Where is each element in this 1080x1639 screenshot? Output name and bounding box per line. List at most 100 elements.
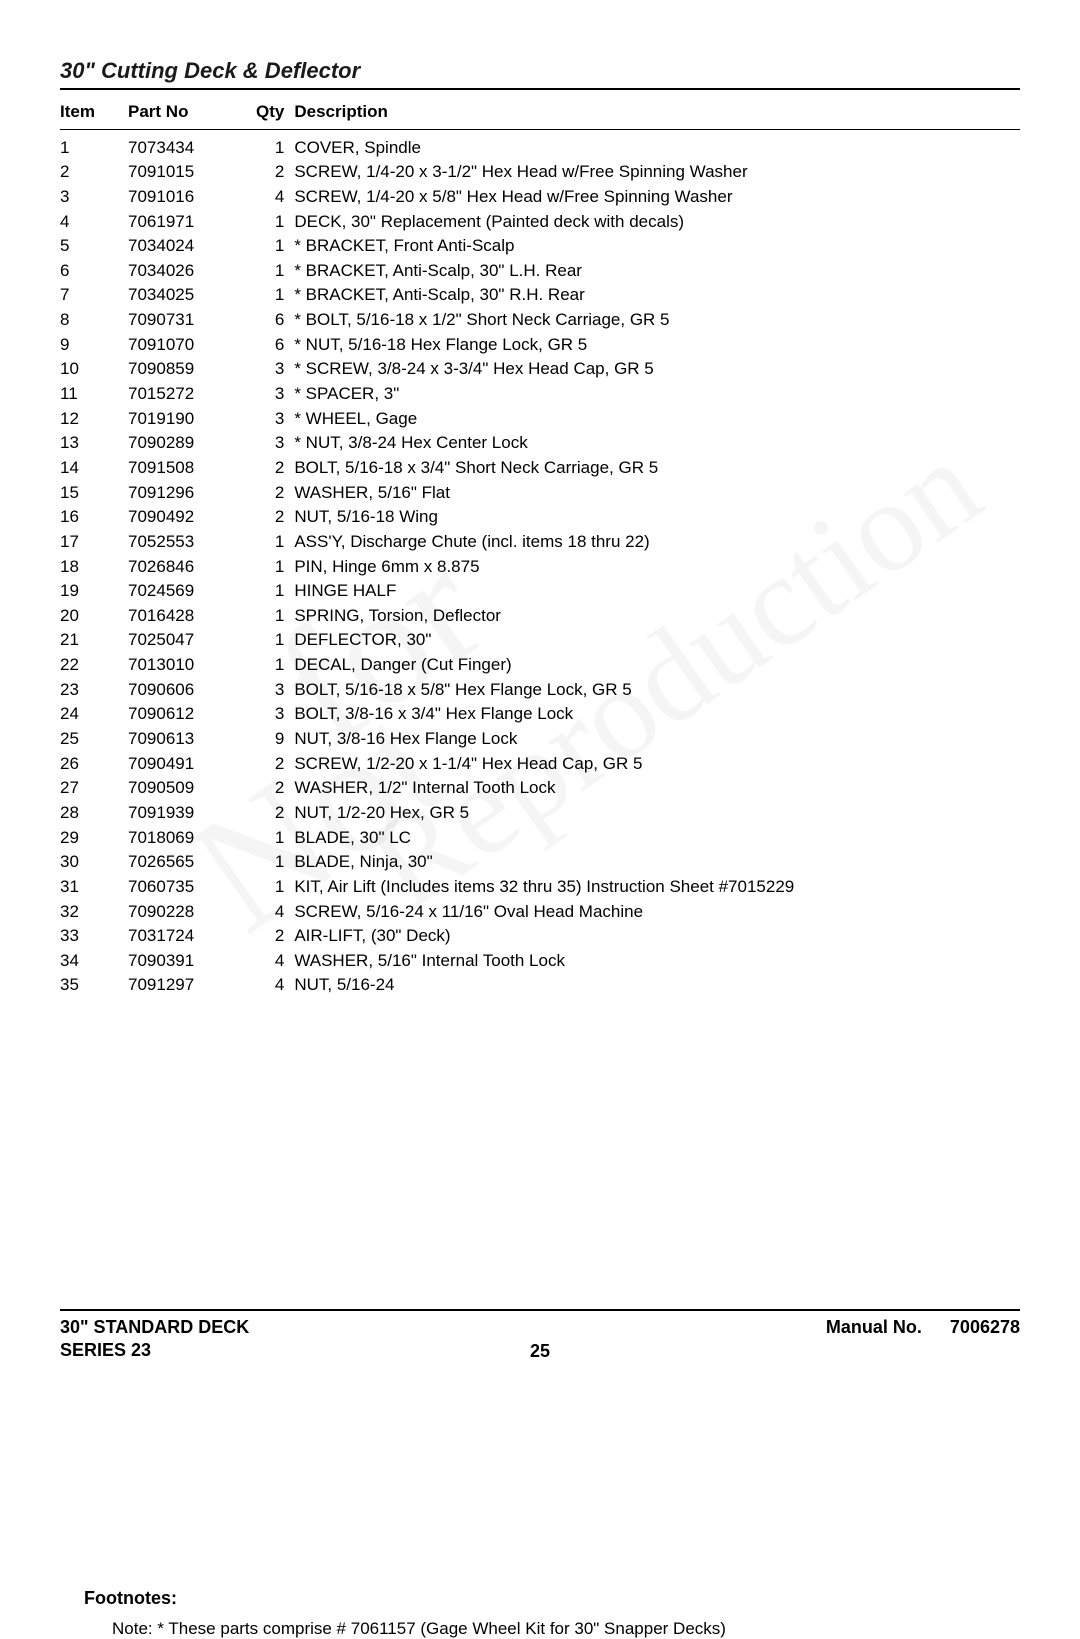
cell-description: BOLT, 3/8-16 x 3/4" Hex Flange Lock — [294, 702, 1020, 727]
cell-description: * BRACKET, Anti-Scalp, 30" R.H. Rear — [294, 283, 1020, 308]
footnotes-body: Note: * These parts comprise # 7061157 (… — [112, 1619, 1020, 1639]
cell-qty: 1 — [256, 234, 294, 259]
table-row: 2170250471DEFLECTOR, 30" — [60, 628, 1020, 653]
cell-partno: 7090491 — [128, 752, 256, 777]
table-row: 2570906139NUT, 3/8-16 Hex Flange Lock — [60, 727, 1020, 752]
cell-partno: 7026846 — [128, 555, 256, 580]
cell-partno: 7090613 — [128, 727, 256, 752]
cell-description: BLADE, Ninja, 30" — [294, 850, 1020, 875]
cell-qty: 1 — [256, 530, 294, 555]
cell-description: * BRACKET, Anti-Scalp, 30" L.H. Rear — [294, 259, 1020, 284]
cell-partno: 7052553 — [128, 530, 256, 555]
cell-item: 21 — [60, 628, 128, 653]
cell-qty: 1 — [256, 210, 294, 235]
cell-description: * NUT, 5/16-18 Hex Flange Lock, GR 5 — [294, 333, 1020, 358]
cell-description: SCREW, 1/2-20 x 1-1/4" Hex Head Cap, GR … — [294, 752, 1020, 777]
cell-partno: 7090509 — [128, 776, 256, 801]
cell-item: 3 — [60, 185, 128, 210]
cell-partno: 7019190 — [128, 407, 256, 432]
table-row: 3570912974NUT, 5/16-24 — [60, 973, 1020, 998]
cell-partno: 7024569 — [128, 579, 256, 604]
table-row: 3470903914WASHER, 5/16" Internal Tooth L… — [60, 949, 1020, 974]
cell-description: SCREW, 1/4-20 x 5/8" Hex Head w/Free Spi… — [294, 185, 1020, 210]
table-row: 870907316* BOLT, 5/16-18 x 1/2" Short Ne… — [60, 308, 1020, 333]
cell-partno: 7013010 — [128, 653, 256, 678]
table-row: 2470906123BOLT, 3/8-16 x 3/4" Hex Flange… — [60, 702, 1020, 727]
cell-qty: 1 — [256, 259, 294, 284]
cell-qty: 2 — [256, 160, 294, 185]
cell-item: 16 — [60, 505, 128, 530]
table-row: 2770905092WASHER, 1/2" Internal Tooth Lo… — [60, 776, 1020, 801]
cell-partno: 7015272 — [128, 382, 256, 407]
footnotes: Footnotes: Note: * These parts comprise … — [60, 1588, 1020, 1639]
table-row: 1270191903* WHEEL, Gage — [60, 407, 1020, 432]
cell-item: 14 — [60, 456, 128, 481]
cell-item: 5 — [60, 234, 128, 259]
table-row: 970910706* NUT, 5/16-18 Hex Flange Lock,… — [60, 333, 1020, 358]
cell-qty: 4 — [256, 900, 294, 925]
cell-partno: 7090731 — [128, 308, 256, 333]
cell-partno: 7061971 — [128, 210, 256, 235]
table-row: 570340241* BRACKET, Front Anti-Scalp — [60, 234, 1020, 259]
cell-qty: 1 — [256, 850, 294, 875]
cell-qty: 3 — [256, 702, 294, 727]
cell-qty: 4 — [256, 949, 294, 974]
footer-rule — [60, 1309, 1020, 1311]
cell-description: NUT, 5/16-18 Wing — [294, 505, 1020, 530]
cell-description: NUT, 5/16-24 — [294, 973, 1020, 998]
table-row: 1070908593* SCREW, 3/8-24 x 3-3/4" Hex H… — [60, 357, 1020, 382]
cell-partno: 7091015 — [128, 160, 256, 185]
cell-description: DECK, 30" Replacement (Painted deck with… — [294, 210, 1020, 235]
cell-item: 33 — [60, 924, 128, 949]
table-row: 2870919392NUT, 1/2-20 Hex, GR 5 — [60, 801, 1020, 826]
cell-partno: 7034026 — [128, 259, 256, 284]
cell-item: 8 — [60, 308, 128, 333]
table-row: 1870268461PIN, Hinge 6mm x 8.875 — [60, 555, 1020, 580]
cell-qty: 1 — [256, 875, 294, 900]
cell-qty: 3 — [256, 431, 294, 456]
footer-left-line1: 30" STANDARD DECK — [60, 1317, 249, 1338]
cell-partno: 7091296 — [128, 481, 256, 506]
cell-qty: 2 — [256, 776, 294, 801]
cell-qty: 1 — [256, 653, 294, 678]
section-rule — [60, 88, 1020, 90]
cell-item: 27 — [60, 776, 128, 801]
cell-description: SCREW, 5/16-24 x 11/16" Oval Head Machin… — [294, 900, 1020, 925]
cell-qty: 2 — [256, 456, 294, 481]
cell-item: 6 — [60, 259, 128, 284]
cell-partno: 7091297 — [128, 973, 256, 998]
cell-description: WASHER, 5/16" Internal Tooth Lock — [294, 949, 1020, 974]
cell-partno: 7090228 — [128, 900, 256, 925]
cell-qty: 6 — [256, 333, 294, 358]
cell-item: 18 — [60, 555, 128, 580]
table-row: 3270902284SCREW, 5/16-24 x 11/16" Oval H… — [60, 900, 1020, 925]
cell-partno: 7091070 — [128, 333, 256, 358]
cell-item: 26 — [60, 752, 128, 777]
cell-item: 19 — [60, 579, 128, 604]
table-row: 2370906063BOLT, 5/16-18 x 5/8" Hex Flang… — [60, 678, 1020, 703]
table-row: 270910152SCREW, 1/4-20 x 3-1/2" Hex Head… — [60, 160, 1020, 185]
cell-partno: 7090391 — [128, 949, 256, 974]
cell-partno: 7034024 — [128, 234, 256, 259]
section-title: 30" Cutting Deck & Deflector — [60, 58, 1020, 84]
cell-item: 34 — [60, 949, 128, 974]
cell-qty: 6 — [256, 308, 294, 333]
cell-description: COVER, Spindle — [294, 129, 1020, 160]
cell-partno: 7090612 — [128, 702, 256, 727]
cell-qty: 4 — [256, 185, 294, 210]
cell-description: KIT, Air Lift (Includes items 32 thru 35… — [294, 875, 1020, 900]
table-row: 370910164SCREW, 1/4-20 x 5/8" Hex Head w… — [60, 185, 1020, 210]
cell-item: 25 — [60, 727, 128, 752]
cell-item: 10 — [60, 357, 128, 382]
cell-qty: 3 — [256, 382, 294, 407]
cell-description: * BOLT, 5/16-18 x 1/2" Short Neck Carria… — [294, 308, 1020, 333]
table-row: 3370317242AIR-LIFT, (30" Deck) — [60, 924, 1020, 949]
cell-partno: 7090606 — [128, 678, 256, 703]
table-row: 1170152723* SPACER, 3" — [60, 382, 1020, 407]
cell-description: SPRING, Torsion, Deflector — [294, 604, 1020, 629]
footer-right: Manual No.7006278 — [826, 1317, 1020, 1338]
col-header-qty: Qty — [256, 98, 294, 129]
table-row: 2670904912SCREW, 1/2-20 x 1-1/4" Hex Hea… — [60, 752, 1020, 777]
cell-description: BOLT, 5/16-18 x 5/8" Hex Flange Lock, GR… — [294, 678, 1020, 703]
col-header-partno: Part No — [128, 98, 256, 129]
